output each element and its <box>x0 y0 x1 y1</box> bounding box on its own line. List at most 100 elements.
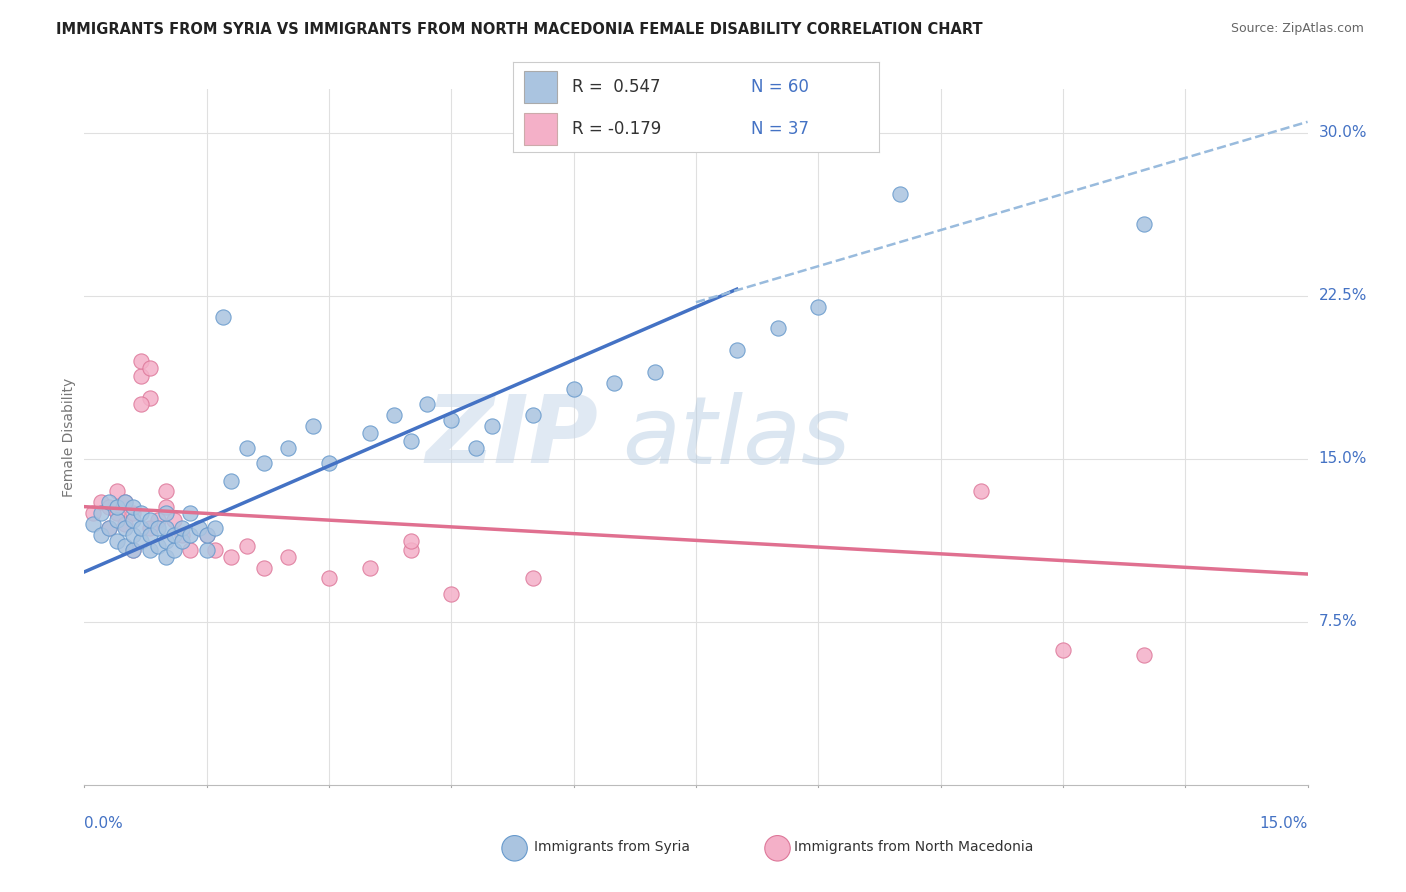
Point <box>122 513 145 527</box>
Point <box>105 484 128 499</box>
Point <box>382 409 405 423</box>
Text: R =  0.547: R = 0.547 <box>572 78 661 96</box>
Point <box>122 528 145 542</box>
Point <box>1052 643 1074 657</box>
Point <box>464 441 486 455</box>
Text: ZIP: ZIP <box>425 391 598 483</box>
Point <box>82 516 104 531</box>
Point <box>97 495 120 509</box>
Point <box>138 528 160 542</box>
Point <box>195 528 218 542</box>
Point <box>114 516 136 531</box>
Point <box>105 506 128 520</box>
Point <box>440 412 463 426</box>
Point <box>155 534 177 549</box>
Point <box>522 571 544 585</box>
Point <box>163 528 186 542</box>
Point <box>105 500 128 514</box>
Text: 15.0%: 15.0% <box>1260 815 1308 830</box>
Point <box>138 521 160 535</box>
Point <box>889 186 911 201</box>
Point <box>146 521 169 535</box>
Text: 30.0%: 30.0% <box>1319 125 1367 140</box>
Text: N = 37: N = 37 <box>751 120 808 138</box>
Point <box>212 310 235 325</box>
Point <box>146 539 169 553</box>
Point <box>236 441 259 455</box>
Point <box>105 513 128 527</box>
Point <box>277 441 299 455</box>
Point <box>114 495 136 509</box>
Point <box>122 543 145 558</box>
Point <box>187 521 209 535</box>
Point <box>155 500 177 514</box>
Text: Immigrants from Syria: Immigrants from Syria <box>534 840 690 855</box>
Point <box>807 300 830 314</box>
Point <box>138 543 160 558</box>
Bar <box>524 113 557 145</box>
Point <box>195 543 218 558</box>
Point <box>172 528 194 542</box>
Point <box>416 397 439 411</box>
Point <box>131 354 153 368</box>
Point <box>131 397 153 411</box>
Point <box>114 495 136 509</box>
Point <box>172 521 194 535</box>
Point <box>155 521 177 535</box>
Point <box>114 521 136 535</box>
Text: 22.5%: 22.5% <box>1319 288 1367 303</box>
Point <box>253 456 276 470</box>
Point <box>359 425 381 440</box>
Point <box>90 495 112 509</box>
Point <box>318 571 340 585</box>
Point <box>138 360 160 375</box>
Point <box>179 506 201 520</box>
Point <box>970 484 993 499</box>
Point <box>97 500 120 514</box>
Point <box>138 391 160 405</box>
Text: atlas: atlas <box>623 392 851 483</box>
Circle shape <box>765 836 790 861</box>
Point <box>114 539 136 553</box>
Point <box>236 539 259 553</box>
Point <box>105 534 128 549</box>
Point <box>219 549 242 564</box>
Text: IMMIGRANTS FROM SYRIA VS IMMIGRANTS FROM NORTH MACEDONIA FEMALE DISABILITY CORRE: IMMIGRANTS FROM SYRIA VS IMMIGRANTS FROM… <box>56 22 983 37</box>
Point <box>204 543 226 558</box>
Point <box>179 528 201 542</box>
Point <box>603 376 626 390</box>
Point <box>318 456 340 470</box>
Point <box>1133 217 1156 231</box>
Circle shape <box>502 836 527 861</box>
Point <box>399 543 422 558</box>
Text: 0.0%: 0.0% <box>84 815 124 830</box>
Point <box>131 534 153 549</box>
Point <box>155 549 177 564</box>
Point <box>155 506 177 520</box>
Point <box>97 521 120 535</box>
Point <box>644 365 666 379</box>
Point <box>195 528 218 542</box>
Point <box>481 419 503 434</box>
Bar <box>524 71 557 103</box>
Y-axis label: Female Disability: Female Disability <box>62 377 76 497</box>
Point <box>440 587 463 601</box>
Point <box>1133 648 1156 662</box>
Point <box>131 369 153 384</box>
Text: 15.0%: 15.0% <box>1319 451 1367 467</box>
Point <box>131 506 153 520</box>
Point <box>138 513 160 527</box>
Point <box>766 321 789 335</box>
Point <box>399 534 422 549</box>
Point <box>522 409 544 423</box>
Point <box>179 543 201 558</box>
Text: N = 60: N = 60 <box>751 78 808 96</box>
Point <box>122 500 145 514</box>
Point <box>172 534 194 549</box>
Text: Immigrants from North Macedonia: Immigrants from North Macedonia <box>794 840 1033 855</box>
Point <box>90 506 112 520</box>
Point <box>146 513 169 527</box>
Point <box>725 343 748 357</box>
Point <box>399 434 422 449</box>
Point <box>204 521 226 535</box>
